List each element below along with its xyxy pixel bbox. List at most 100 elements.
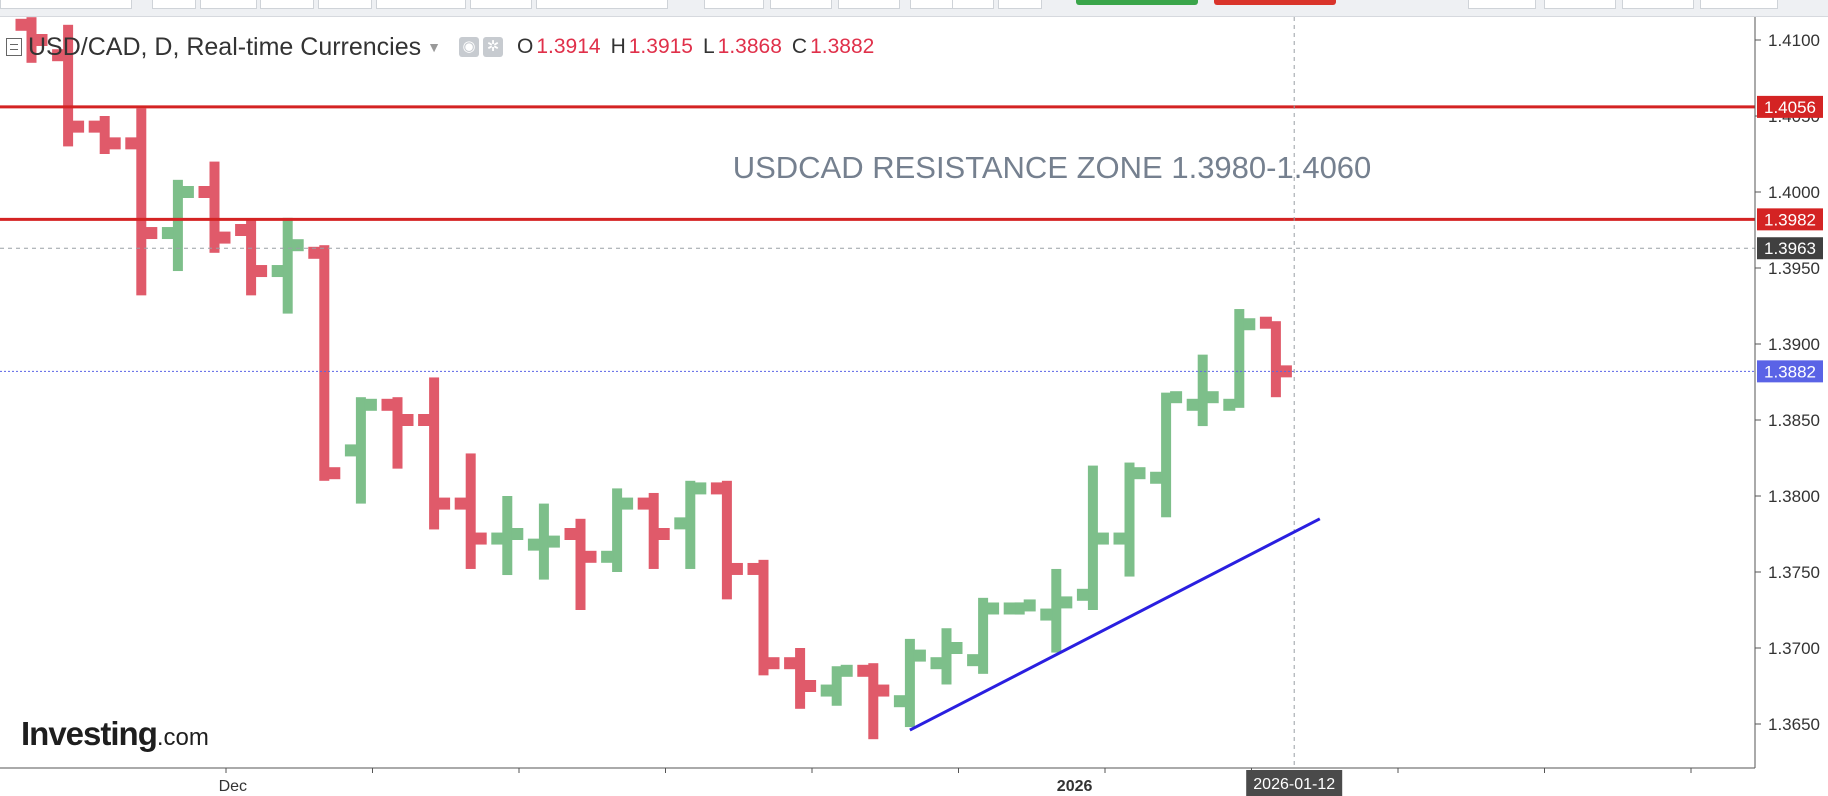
symbol-title[interactable]: USD/CAD, D, Real-time Currencies bbox=[28, 32, 422, 61]
bar-range bbox=[319, 245, 330, 481]
bar-range bbox=[1197, 354, 1208, 427]
bar-close-tick bbox=[218, 231, 231, 244]
ohlc-bar-down bbox=[52, 24, 85, 147]
bar-open-tick bbox=[1040, 608, 1053, 621]
price-label-box bbox=[1757, 360, 1823, 383]
bar-open-tick bbox=[747, 562, 760, 575]
close-value: 1.3882 bbox=[810, 35, 875, 58]
bar-close-tick bbox=[547, 535, 560, 548]
bar-close-tick bbox=[35, 34, 48, 46]
bar-close-tick bbox=[1096, 532, 1109, 545]
price-label-box bbox=[1757, 208, 1823, 231]
bar-open-tick bbox=[601, 550, 614, 563]
bar-open-tick bbox=[820, 684, 833, 697]
close-label: C bbox=[791, 35, 808, 58]
ohlc-bar-up bbox=[1040, 568, 1073, 653]
bar-range bbox=[63, 24, 74, 147]
bar-range bbox=[721, 480, 732, 600]
price-label: 1.3882 bbox=[1764, 362, 1816, 381]
toolbar-button[interactable] bbox=[998, 0, 1042, 9]
toolbar-button[interactable] bbox=[260, 0, 314, 9]
bar-close-tick bbox=[364, 398, 377, 411]
price-label: 1.3982 bbox=[1764, 210, 1816, 229]
toolbar-button[interactable] bbox=[536, 0, 668, 9]
toolbar-button[interactable] bbox=[152, 0, 196, 9]
caret-down-icon[interactable]: ▼ bbox=[427, 39, 441, 55]
bar-open-tick bbox=[1259, 316, 1272, 329]
ohlc-bar-down bbox=[784, 648, 817, 709]
bar-range bbox=[1087, 465, 1098, 610]
low-label: L bbox=[702, 35, 715, 58]
bar-range bbox=[26, 17, 37, 63]
y-tick-label: 1.3850 bbox=[1768, 411, 1820, 430]
bar-range bbox=[136, 108, 147, 296]
toolbar-button[interactable] bbox=[704, 0, 764, 9]
toolbar-button[interactable] bbox=[1700, 0, 1778, 9]
menu-icon[interactable] bbox=[6, 38, 22, 56]
bar-open-tick bbox=[161, 227, 174, 240]
toolbar-button[interactable] bbox=[318, 0, 372, 9]
toolbar-button[interactable] bbox=[376, 0, 466, 9]
bar-open-tick bbox=[1113, 532, 1126, 545]
bar-range bbox=[355, 397, 366, 504]
support-trendline[interactable] bbox=[909, 517, 1321, 732]
top-toolbar bbox=[0, 0, 1828, 17]
bar-range bbox=[282, 217, 293, 314]
x-tick-label: Dec bbox=[219, 778, 247, 795]
toolbar-button[interactable] bbox=[1468, 0, 1536, 9]
crosshair-date-box bbox=[1246, 770, 1343, 796]
bar-close-tick bbox=[328, 467, 341, 480]
bar-close-tick bbox=[1206, 391, 1219, 404]
ohlc-bar-up bbox=[893, 638, 926, 728]
ohlc-bar-down bbox=[564, 518, 597, 610]
bar-range bbox=[575, 518, 586, 610]
sell-button[interactable] bbox=[1214, 0, 1336, 5]
bar-range bbox=[648, 492, 659, 569]
bar-open-tick bbox=[344, 444, 357, 457]
ohlc-bar-up bbox=[1186, 354, 1219, 427]
toolbar-button[interactable] bbox=[838, 0, 900, 9]
bar-range bbox=[392, 397, 403, 469]
bar-open-tick bbox=[454, 497, 467, 510]
ohlc-bar-down bbox=[637, 492, 670, 569]
bar-close-tick bbox=[730, 562, 743, 575]
bar-close-tick bbox=[694, 482, 707, 495]
toolbar-button[interactable] bbox=[1622, 0, 1694, 9]
price-label: 1.3963 bbox=[1764, 239, 1816, 258]
bar-open-tick bbox=[1003, 602, 1016, 615]
toolbar-button[interactable] bbox=[0, 0, 132, 9]
bar-range bbox=[612, 488, 623, 572]
bar-open-tick bbox=[308, 246, 321, 259]
bar-close-tick bbox=[438, 497, 451, 510]
ohlc-bar-down bbox=[308, 245, 341, 481]
x-tick-label: 2026 bbox=[1057, 778, 1093, 795]
bar-close-tick bbox=[1060, 596, 1073, 609]
ohlc-bar-up bbox=[527, 503, 560, 580]
y-tick-label: 1.3800 bbox=[1768, 487, 1820, 506]
bar-close-tick bbox=[474, 532, 487, 545]
gear-icon[interactable]: ✲ bbox=[483, 37, 503, 57]
ohlc-bar-up bbox=[344, 397, 377, 504]
toolbar-button[interactable] bbox=[200, 0, 257, 9]
bar-close-tick bbox=[255, 265, 268, 278]
bar-range bbox=[795, 648, 806, 709]
bar-open-tick bbox=[198, 186, 211, 198]
axes: 1.41001.40501.40001.39501.39001.38501.38… bbox=[0, 17, 1823, 796]
eye-icon[interactable]: ◉ bbox=[459, 37, 479, 57]
bar-close-tick bbox=[1023, 599, 1036, 612]
bar-range bbox=[685, 480, 696, 569]
toolbar-button[interactable] bbox=[770, 0, 832, 9]
bar-range bbox=[1161, 392, 1172, 518]
y-tick-label: 1.4000 bbox=[1768, 183, 1820, 202]
bar-range bbox=[904, 638, 915, 728]
toolbar-button[interactable] bbox=[1544, 0, 1616, 9]
buy-button[interactable] bbox=[1076, 0, 1198, 5]
bar-range bbox=[1014, 602, 1025, 615]
resistance-zone-annotation: USDCAD RESISTANCE ZONE 1.3980-1.4060 bbox=[733, 150, 1372, 185]
toolbar-button[interactable] bbox=[952, 0, 994, 9]
bar-open-tick bbox=[88, 120, 101, 133]
y-tick-label: 1.3650 bbox=[1768, 715, 1820, 734]
bar-open-tick bbox=[564, 528, 577, 540]
toolbar-button[interactable] bbox=[470, 0, 532, 9]
